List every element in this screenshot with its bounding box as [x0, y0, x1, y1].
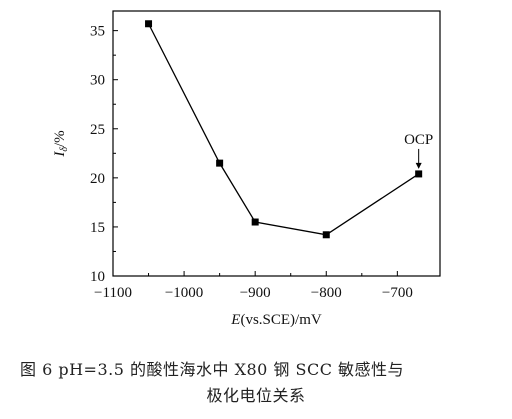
plot-frame: [112, 10, 441, 277]
y-tick-label: 35: [90, 24, 105, 40]
ocp-label: OCP: [404, 132, 433, 148]
x-tick-label: −900: [240, 285, 271, 301]
x-axis-title-var: E: [230, 312, 240, 328]
y-axis-ticks: 10 15 20 25 30 35: [90, 24, 118, 285]
data-point: [322, 231, 330, 239]
x-tick-label: −1000: [165, 285, 203, 301]
x-axis-title-unit: (vs.SCE)/mV: [240, 312, 321, 328]
data-point: [216, 159, 224, 167]
y-tick-label: 10: [90, 269, 105, 285]
y-axis-title: Iδ/%: [52, 130, 70, 157]
data-point: [145, 20, 153, 28]
x-tick-label: −700: [382, 285, 413, 301]
x-axis-title: E(vs.SCE)/mV: [230, 312, 322, 328]
ocp-arrow-head: [415, 162, 422, 169]
x-tick-label: −800: [311, 285, 342, 301]
y-axis-title-sub: δ: [59, 147, 70, 152]
caption-line-1: 图 6 pH=3.5 的酸性海水中 X80 钢 SCC 敏感性与: [20, 360, 405, 379]
y-tick-label: 20: [90, 171, 105, 187]
y-tick-label: 15: [90, 220, 105, 236]
series-line: [147, 23, 420, 236]
y-tick-label: 30: [90, 73, 105, 89]
y-tick-label: 25: [90, 122, 105, 138]
data-point: [251, 218, 259, 226]
x-axis-ticks: −1100 −1000 −900 −800 −700: [94, 271, 413, 301]
x-tick-label: −1100: [94, 285, 132, 301]
ocp-annotation: OCP: [404, 132, 433, 169]
data-point: [415, 170, 423, 178]
y-axis-title-var: I: [52, 151, 68, 158]
y-axis-title-unit: /%: [52, 130, 68, 147]
chart: −1100 −1000 −900 −800 −700 10 15 20 25 30 35 E(vs…: [52, 10, 441, 328]
caption-line-2: 极化电位关系: [206, 386, 306, 405]
series-group: [145, 20, 423, 239]
